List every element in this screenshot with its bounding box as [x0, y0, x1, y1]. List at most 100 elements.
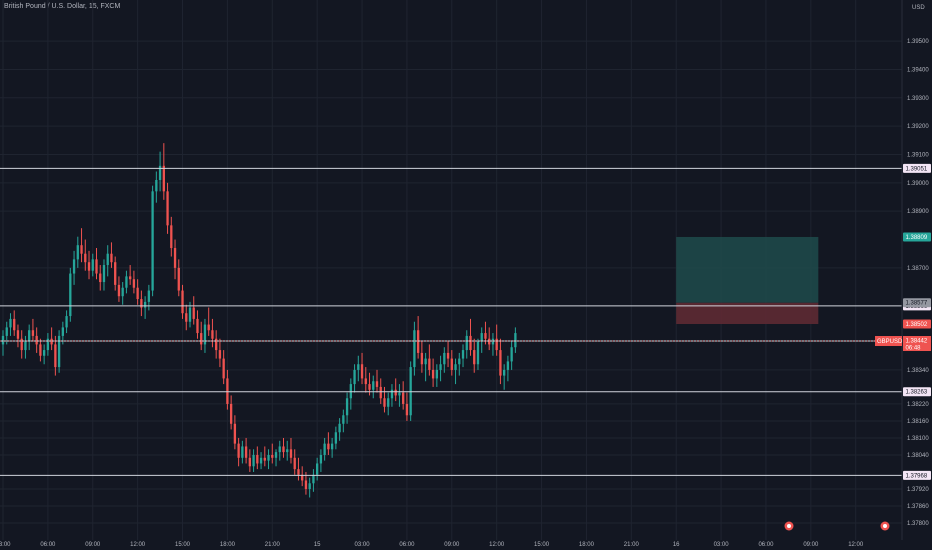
x-tick-label: 15 — [314, 542, 321, 548]
candle-body — [416, 330, 420, 353]
x-tick-label: 03:00 — [714, 542, 730, 548]
candle-body — [129, 276, 132, 280]
candle-body — [473, 350, 476, 365]
position-zones[interactable] — [676, 236, 819, 324]
x-tick-label: 12:00 — [130, 542, 146, 548]
candle-body — [222, 358, 225, 379]
candle-body — [394, 389, 397, 396]
candle-body — [39, 344, 42, 356]
candle-body — [20, 338, 23, 351]
candle-body — [334, 432, 338, 444]
x-tick-label: 15:00 — [534, 542, 550, 548]
y-tick-label: 1.39000 — [907, 181, 929, 187]
time-axis[interactable]: 03:00 06:00 09:00 12:00 15:00 18:00 21:00 15 03:… — [0, 542, 864, 548]
candle-body — [226, 378, 229, 404]
candle-body — [420, 352, 424, 365]
candle-body — [173, 248, 177, 268]
candle-body — [162, 165, 165, 192]
candle-body — [84, 253, 87, 263]
candle-body — [469, 335, 472, 351]
price-tag-entry-label: 1.38577 — [906, 301, 928, 307]
candle-body — [76, 245, 79, 260]
candle-body — [484, 333, 487, 339]
candle-body — [357, 364, 360, 370]
candle-body — [99, 273, 102, 283]
candle-body — [248, 457, 251, 467]
candle-body — [117, 284, 121, 297]
bar-countdown-label: 06:48 — [906, 346, 922, 352]
candle-body — [31, 330, 35, 336]
x-tick-label: 18:00 — [579, 542, 595, 548]
candle-body — [143, 301, 147, 308]
x-tick-label: 12:00 — [489, 542, 505, 548]
x-tick-label: 18:00 — [220, 542, 236, 548]
candle-body — [5, 327, 8, 336]
candle-body — [215, 338, 218, 351]
candle-body — [480, 333, 483, 342]
candle-body — [177, 267, 180, 291]
level-price-tag — [903, 163, 931, 173]
price-tags: 1.390511.385661.384421.382631.379681.388… — [0, 163, 931, 480]
price-tag-target — [903, 232, 931, 242]
candle-body — [428, 358, 431, 370]
candle-body — [61, 327, 64, 336]
candle-body — [181, 290, 184, 314]
candle-body — [132, 279, 136, 288]
candle-body — [443, 352, 446, 365]
price-tag-entry — [903, 298, 931, 308]
y-tick-label: 1.38220 — [907, 402, 929, 408]
current-price-label: 1.38442 — [906, 339, 928, 345]
candle-body — [256, 454, 259, 464]
price-scale-currency: USD — [912, 5, 925, 11]
x-tick-label: 09:00 — [85, 542, 101, 548]
candle-body — [398, 392, 401, 396]
stop-zone[interactable] — [676, 302, 819, 324]
candle-body — [87, 262, 91, 271]
candle-body — [368, 384, 371, 390]
candle-body — [267, 454, 270, 461]
candle-body — [439, 364, 442, 370]
x-tick-label: 12:00 — [848, 542, 864, 548]
target-zone[interactable] — [676, 236, 819, 303]
candle-body — [304, 480, 308, 489]
candle-body — [387, 398, 390, 407]
y-tick-label: 1.39100 — [907, 152, 929, 158]
candle-body — [319, 454, 323, 464]
y-tick-label: 1.38040 — [907, 453, 929, 459]
candle-body — [375, 381, 379, 387]
y-tick-label: 1.38900 — [907, 209, 929, 215]
candle-body — [461, 350, 465, 359]
candle-body — [218, 350, 222, 359]
candle-body — [330, 443, 334, 450]
candle-body — [390, 389, 394, 399]
candle-body — [465, 335, 468, 351]
candle-body — [1, 335, 5, 345]
candle-body — [413, 330, 416, 368]
candle-body — [286, 449, 289, 453]
y-tick-label: 1.38700 — [907, 266, 929, 272]
candle-body — [458, 358, 461, 365]
y-tick-label: 1.39500 — [907, 39, 929, 45]
candle-body — [293, 457, 296, 470]
candle-body — [147, 290, 151, 302]
candle-body — [125, 276, 128, 288]
event-marker[interactable] — [784, 521, 794, 531]
candle-body — [308, 483, 311, 489]
x-tick-label: 09:00 — [803, 542, 819, 548]
candle-body — [166, 191, 169, 226]
price-axis[interactable]: 1.39500 1.39400 1.39300 1.39200 1.39100 1.390… — [907, 39, 929, 527]
y-tick-label: 1.38100 — [907, 436, 929, 442]
y-tick-label: 1.37920 — [907, 487, 929, 493]
y-tick-label: 1.38160 — [907, 419, 929, 425]
candle-body — [54, 344, 57, 368]
candle-body — [136, 287, 139, 300]
event-marker-2[interactable] — [880, 521, 890, 531]
level-price-tag-label: 1.39051 — [906, 166, 928, 172]
x-tick-label: 03:00 — [355, 542, 371, 548]
candle-body — [405, 403, 409, 416]
y-tick-label: 1.38340 — [907, 368, 929, 374]
candle-body — [435, 369, 438, 379]
candle-body — [424, 358, 427, 365]
candle-body — [338, 423, 341, 433]
